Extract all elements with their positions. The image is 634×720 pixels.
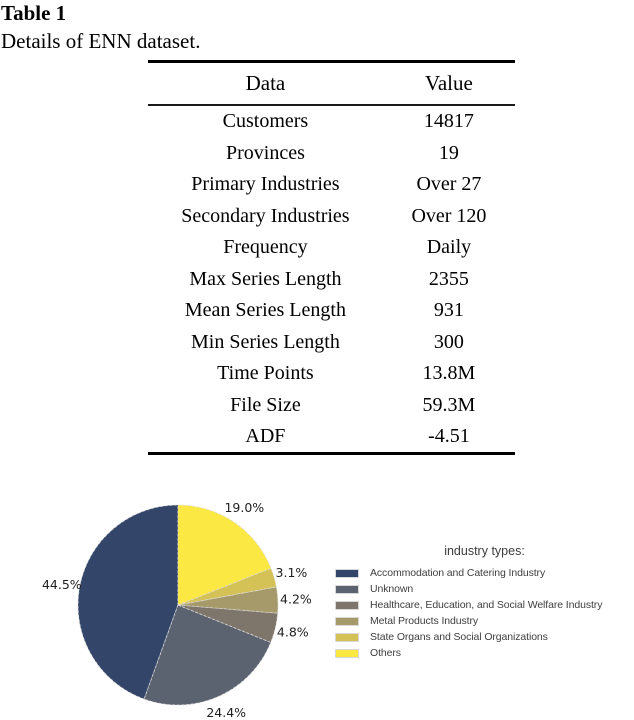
column-header-value: Value xyxy=(425,70,473,95)
table-cell-value: 931 xyxy=(433,299,464,322)
table-cell-data: ADF xyxy=(245,425,286,448)
chart-legend: industry types: Accommodation and Cateri… xyxy=(335,540,634,661)
table-cell-data: Time Points xyxy=(217,362,314,385)
column-header-data: Data xyxy=(245,70,286,95)
pie-percentage-label: 4.8% xyxy=(277,625,309,640)
table-row: Mean Series Length 931 xyxy=(148,295,515,327)
table-cell-value: 19 xyxy=(438,141,459,164)
table-header-rule xyxy=(148,104,515,106)
table-row: Frequency Daily xyxy=(148,232,515,264)
table-row: File Size 59.3M xyxy=(148,389,515,421)
table-cell-value: -4.51 xyxy=(428,425,470,448)
table-cell-value: 59.3M xyxy=(422,393,476,416)
pie-chart: 44.5% 24.4% 4.8% 4.2% 3.1% 19.0% xyxy=(42,500,312,720)
legend-swatch-icon xyxy=(335,584,359,594)
table-cell-value: 300 xyxy=(433,330,464,353)
pie-slice-6 xyxy=(177,504,272,606)
legend-swatch-icon xyxy=(335,616,359,626)
legend-items: Accommodation and Catering Industry Unkno… xyxy=(335,565,634,661)
legend-item-label: Unknown xyxy=(370,583,414,595)
table-cell-value: Over 27 xyxy=(416,173,482,196)
legend-title: industry types: xyxy=(444,544,525,558)
legend-swatch-icon xyxy=(335,632,359,642)
pie-slice-3 xyxy=(177,604,279,643)
table-row: Secondary Industries Over 120 xyxy=(148,200,515,232)
pie-percentage-label: 44.5% xyxy=(42,577,82,592)
table-row: Max Series Length 2355 xyxy=(148,263,515,295)
legend-item: Healthcare, Education, and Social Welfar… xyxy=(335,597,634,613)
pie-percentage-label: 3.1% xyxy=(276,565,308,580)
pie-slice-1 xyxy=(77,504,179,700)
legend-item-label: State Organs and Social Organizations xyxy=(370,631,548,643)
table-body: Customers 14817 Provinces 19 Primary Industr… xyxy=(148,106,515,453)
table-bottom-rule xyxy=(148,452,515,456)
table-caption: Details of ENN dataset. xyxy=(1,29,201,53)
legend-item: Others xyxy=(335,645,634,661)
pie-percentage-label: 24.4% xyxy=(206,705,246,720)
table-cell-data: Max Series Length xyxy=(189,267,342,290)
legend-swatch-icon xyxy=(335,648,359,658)
table-cell-data: Provinces xyxy=(225,141,305,164)
legend-swatch-icon xyxy=(335,568,359,578)
pie-slice-5 xyxy=(177,567,277,606)
pie-slice-4 xyxy=(177,586,279,614)
table-cell-data: Customers xyxy=(222,110,309,133)
table-cell-value: 13.8M xyxy=(422,362,476,385)
table-row: Time Points 13.8M xyxy=(148,358,515,390)
pie-percentage-label: 19.0% xyxy=(224,500,264,515)
legend-item: Metal Products Industry xyxy=(335,613,634,629)
table-cell-value: 14817 xyxy=(423,110,474,133)
table-header-row: Data Value xyxy=(148,63,515,105)
legend-item: Accommodation and Catering Industry xyxy=(335,565,634,581)
table-cell-data: Frequency xyxy=(223,236,308,259)
table-label: Table 1 xyxy=(1,1,67,25)
table-row: Provinces 19 xyxy=(148,137,515,169)
table-row: ADF -4.51 xyxy=(148,421,515,453)
table-top-rule xyxy=(148,60,515,63)
legend-item-label: Healthcare, Education, and Social Welfar… xyxy=(370,599,603,611)
table-cell-data: Mean Series Length xyxy=(184,299,346,322)
pie-percentage-label: 4.2% xyxy=(280,592,312,607)
table-cell-data: Min Series Length xyxy=(191,330,340,353)
table-row: Customers 14817 xyxy=(148,106,515,138)
figure-pie: 44.5% 24.4% 4.8% 4.2% 3.1% 19.0% industry typ… xyxy=(0,470,634,720)
legend-item: Unknown xyxy=(335,581,634,597)
legend-swatch-icon xyxy=(335,600,359,610)
legend-item-label: Metal Products Industry xyxy=(370,615,478,627)
legend-item: State Organs and Social Organizations xyxy=(335,629,634,645)
table-cell-value: 2355 xyxy=(428,267,469,290)
table-row: Primary Industries Over 27 xyxy=(148,169,515,201)
legend-item-label: Others xyxy=(370,647,401,659)
table-cell-data: Primary Industries xyxy=(191,173,340,196)
table-cell-data: Secondary Industries xyxy=(181,204,350,227)
dataset-table: Data Value Customers 14817 Provinces 19 Prim… xyxy=(148,60,515,456)
table-row: Min Series Length 300 xyxy=(148,326,515,358)
table-cell-value: Over 120 xyxy=(411,204,487,227)
table-cell-value: Daily xyxy=(426,236,472,259)
legend-item-label: Accommodation and Catering Industry xyxy=(370,567,546,579)
table-cell-data: File Size xyxy=(230,393,301,416)
